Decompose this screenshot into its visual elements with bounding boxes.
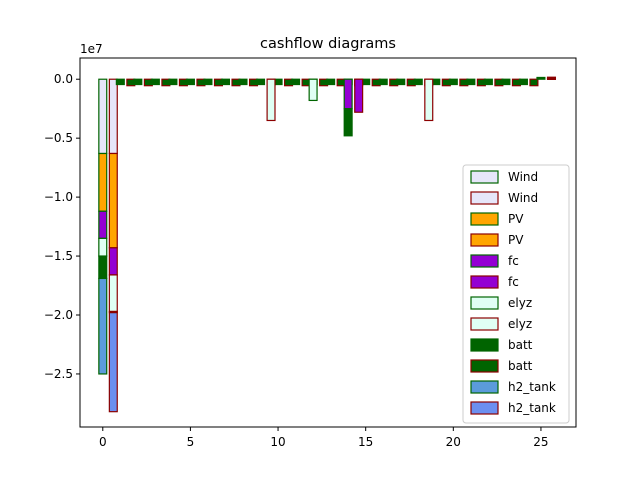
legend-box <box>462 164 570 424</box>
legend: WindWindPVPVfcfcelyzelyzbattbatth2_tankh… <box>462 164 570 424</box>
x-tick-label: 10 <box>270 435 285 449</box>
legend-label-elyz: elyz <box>508 296 532 310</box>
legend-swatch-elyz <box>470 296 499 310</box>
bar-batt-year14-g0 <box>343 108 353 137</box>
legend-swatch-fc <box>470 254 499 268</box>
x-tick-label: 5 <box>187 435 195 449</box>
bar-batt-year24-g0 <box>518 78 528 86</box>
bar-batt-year7-g0 <box>220 78 231 86</box>
legend-label-h2_tank: h2_tank <box>508 401 556 415</box>
bar-batt-year24-g1 <box>529 78 539 87</box>
legend-swatch-wind <box>470 191 499 205</box>
x-axis: 0 5 10 15 20 25 <box>99 427 549 449</box>
bar-fc-year14-g1 <box>354 78 364 113</box>
legend-label-batt: batt <box>508 338 533 352</box>
bar-elyz-year12-g0 <box>308 78 318 102</box>
legend-label-wind: Wind <box>508 170 538 184</box>
bar-wind-year0-g1 <box>108 78 118 155</box>
bar-batt-year16-g0 <box>378 78 388 86</box>
bar-batt-year11-g0 <box>291 78 301 86</box>
legend-swatch-batt <box>470 338 499 352</box>
legend-label-wind: Wind <box>508 191 538 205</box>
bar-pv-year0-g1 <box>108 152 118 249</box>
legend-label-batt: batt <box>508 359 533 373</box>
legend-swatch-batt <box>470 359 499 373</box>
bar-batt-year13-g0 <box>326 78 336 86</box>
x-tick-label: 25 <box>533 435 548 449</box>
bar-fc-year0-g1 <box>108 247 118 276</box>
bar-batt-year5-g0 <box>185 78 195 86</box>
bar-elyz-year0-g1 <box>108 274 118 313</box>
bars-layer <box>98 76 557 413</box>
legend-swatch-h2_tank <box>470 401 499 415</box>
y-offset-label: 1e7 <box>80 42 103 56</box>
legend-label-h2_tank: h2_tank <box>508 380 556 394</box>
legend-label-pv: PV <box>508 233 524 247</box>
bar-elyz-year25-g1 <box>546 76 557 80</box>
bar-h2_tank-year0-g1 <box>108 312 118 413</box>
bar-h2_tank-year0-g0 <box>98 277 108 375</box>
bar-batt-year8-g0 <box>238 78 248 86</box>
axes-frame <box>79 57 577 428</box>
bar-pv-year0-g0 <box>98 152 108 212</box>
y-tick-label: −2.0 <box>44 308 73 322</box>
chart-title: cashflow diagrams <box>260 36 396 52</box>
bar-batt-year2-g0 <box>133 78 143 86</box>
legend-swatch-pv <box>470 212 499 226</box>
bar-fc-year0-g0 <box>98 210 108 239</box>
bar-batt-year9-g0 <box>255 78 266 86</box>
legend-label-elyz: elyz <box>508 317 532 331</box>
legend-label-pv: PV <box>508 212 524 226</box>
bar-elyz-year18-g1 <box>424 78 434 122</box>
bar-batt-year22-g0 <box>483 78 493 86</box>
bar-batt-year21-g0 <box>466 78 476 86</box>
bar-batt-year3-g0 <box>150 78 160 86</box>
legend-swatch-h2_tank <box>470 380 499 394</box>
bar-elyz-year9-g1 <box>266 78 276 122</box>
bar-batt-year17-g0 <box>396 78 406 86</box>
x-tick-label: 20 <box>446 435 461 449</box>
y-tick-label: −0.5 <box>44 131 73 145</box>
legend-swatch-wind <box>470 170 499 184</box>
legend-swatch-fc <box>470 275 499 289</box>
legend-label-fc: fc <box>508 254 519 268</box>
bar-batt-year0-g0 <box>98 255 108 280</box>
bar-batt-year1-g0 <box>115 78 125 86</box>
bar-batt-year18-g0 <box>413 78 423 86</box>
bar-elyz-year0-g0 <box>98 237 108 257</box>
y-tick-label: 0.0 <box>54 72 73 86</box>
bar-batt-year23-g0 <box>501 78 511 86</box>
bar-batt-year6-g0 <box>203 78 213 86</box>
bar-batt-year25-g0 <box>536 76 546 80</box>
legend-swatch-pv <box>470 233 499 247</box>
y-tick-label: −1.0 <box>44 190 73 204</box>
legend-label-fc: fc <box>508 275 519 289</box>
y-axis: 0.0 −0.5 −1.0 −1.5 −2.0 −2.5 <box>44 72 80 381</box>
bar-batt-year20-g0 <box>448 78 458 86</box>
legend-swatch-elyz <box>470 317 499 331</box>
x-tick-label: 15 <box>358 435 373 449</box>
bar-wind-year0-g0 <box>98 78 108 155</box>
bar-fc-year14-g0 <box>343 78 353 110</box>
y-tick-label: −2.5 <box>44 367 73 381</box>
y-tick-label: −1.5 <box>44 249 73 263</box>
bar-batt-year4-g0 <box>168 78 178 86</box>
x-tick-label: 0 <box>99 435 107 449</box>
